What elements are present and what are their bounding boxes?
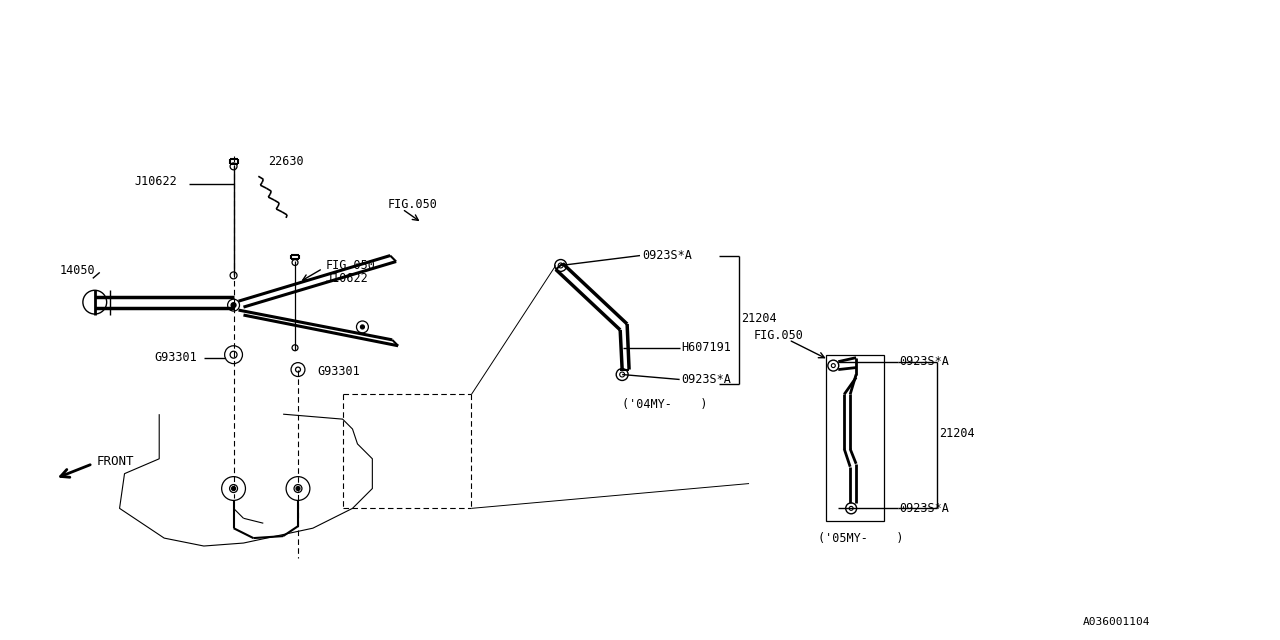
Text: G93301: G93301: [155, 351, 197, 364]
Text: 0923S*A: 0923S*A: [643, 249, 692, 262]
Text: H607191: H607191: [682, 341, 731, 355]
Text: J10622: J10622: [134, 175, 177, 188]
Text: 21204: 21204: [940, 426, 975, 440]
Circle shape: [232, 303, 236, 308]
Text: 21204: 21204: [741, 312, 777, 324]
Text: 22630: 22630: [269, 155, 303, 168]
Text: FIG.050: FIG.050: [388, 198, 436, 211]
Text: 0923S*A: 0923S*A: [900, 502, 950, 515]
Text: G93301: G93301: [317, 365, 361, 378]
Text: J10622: J10622: [325, 272, 369, 285]
Text: 0923S*A: 0923S*A: [682, 373, 731, 386]
Text: FIG.050: FIG.050: [325, 259, 375, 272]
Bar: [827, 355, 884, 521]
Text: A036001104: A036001104: [1083, 618, 1151, 627]
Text: FRONT: FRONT: [97, 455, 134, 468]
Circle shape: [232, 486, 236, 490]
Text: 0923S*A: 0923S*A: [900, 355, 950, 368]
Circle shape: [361, 325, 365, 329]
Text: ('05MY-    ): ('05MY- ): [818, 532, 904, 545]
Text: 14050: 14050: [60, 264, 96, 277]
Text: FIG.050: FIG.050: [754, 330, 804, 342]
Circle shape: [296, 486, 300, 490]
Text: ('04MY-    ): ('04MY- ): [622, 398, 708, 411]
